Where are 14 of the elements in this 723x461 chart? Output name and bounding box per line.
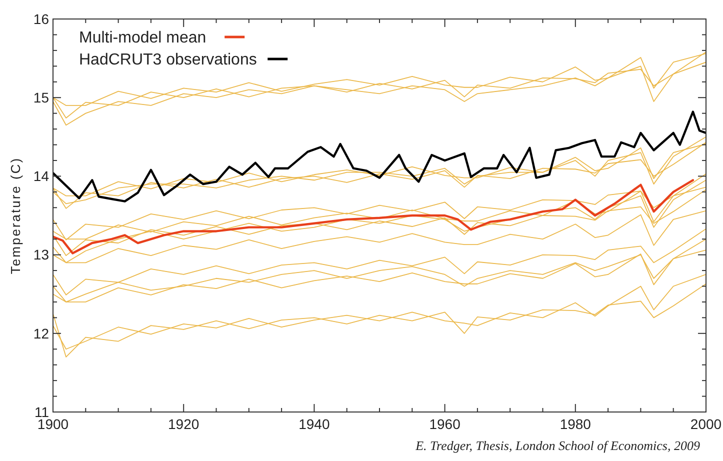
y-tick-label: 16	[33, 10, 50, 27]
legend-label: HadCRUT3 observations	[79, 52, 257, 69]
legend-label: Multi-model mean	[79, 30, 206, 47]
y-axis-title: Temperature (C)	[8, 156, 23, 274]
text: E. Tredger, Thesis, London School of Economics, 2009	[414, 438, 700, 453]
x-tick-label: 1980	[560, 416, 592, 432]
y-tick-label: 12	[33, 325, 50, 342]
x-tick-label: 1940	[298, 416, 330, 432]
y-tick-label: 14	[33, 168, 50, 184]
x-tick-label: 1960	[429, 416, 461, 432]
y-tick-label: 13	[33, 246, 50, 263]
y-tick-label: 15	[33, 90, 50, 106]
x-tick-label: 2000	[690, 416, 722, 432]
x-tick-label: 1920	[168, 416, 200, 432]
